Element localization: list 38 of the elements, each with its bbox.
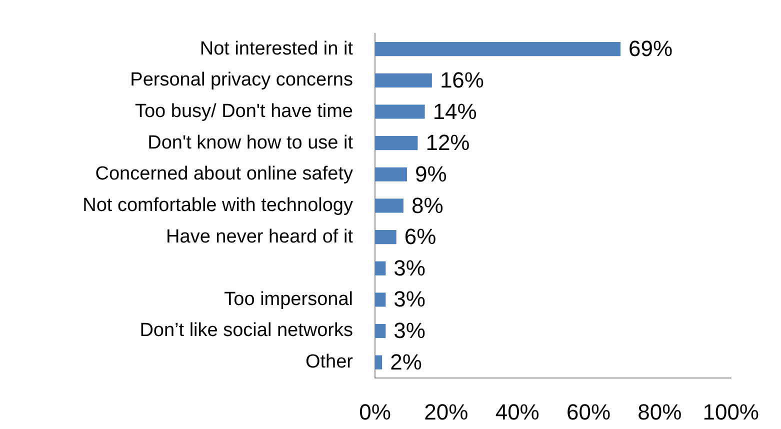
y-tick-label: Too impersonal bbox=[224, 288, 353, 310]
data-label: 8% bbox=[411, 192, 444, 218]
bar bbox=[375, 355, 382, 370]
x-tick-label: 40% bbox=[495, 399, 540, 424]
data-label: 69% bbox=[628, 36, 673, 62]
bar bbox=[375, 104, 425, 119]
data-label: 6% bbox=[404, 224, 436, 250]
data-label: 9% bbox=[415, 161, 447, 186]
data-label: 16% bbox=[440, 67, 484, 92]
y-tick-label: Not interested in it bbox=[200, 38, 354, 60]
bar bbox=[375, 230, 396, 244]
data-label: 2% bbox=[390, 349, 422, 374]
data-label: 14% bbox=[432, 98, 477, 124]
bar bbox=[375, 198, 404, 213]
bar bbox=[375, 73, 432, 88]
x-tick-label: 20% bbox=[424, 399, 468, 424]
data-label: 3% bbox=[394, 286, 426, 312]
y-tick-label: Don’t like social networks bbox=[140, 320, 353, 342]
bar bbox=[375, 136, 418, 150]
x-tick-label: 0% bbox=[359, 399, 391, 424]
bar bbox=[375, 324, 386, 338]
data-label: 3% bbox=[394, 255, 426, 280]
y-tick-label: Other bbox=[305, 352, 354, 373]
x-tick-label: 80% bbox=[638, 399, 682, 424]
bar bbox=[375, 167, 408, 182]
x-tick-label: 100% bbox=[702, 399, 760, 424]
bar bbox=[375, 42, 621, 56]
y-tick-label: Not comfortable with technology bbox=[82, 194, 354, 216]
data-label: 3% bbox=[394, 318, 426, 344]
y-tick-label: Personal privacy concerns bbox=[130, 70, 353, 91]
y-tick-label: Concerned about online safety bbox=[95, 164, 354, 185]
y-tick-label: Too busy/ Don't have time bbox=[134, 100, 353, 122]
bar bbox=[375, 261, 386, 276]
data-label: 12% bbox=[426, 130, 470, 156]
x-tick-label: 60% bbox=[566, 399, 611, 424]
bar bbox=[375, 292, 386, 307]
y-tick-label: Have never heard of it bbox=[166, 226, 354, 248]
y-tick-label: Don't know how to use it bbox=[148, 132, 354, 154]
